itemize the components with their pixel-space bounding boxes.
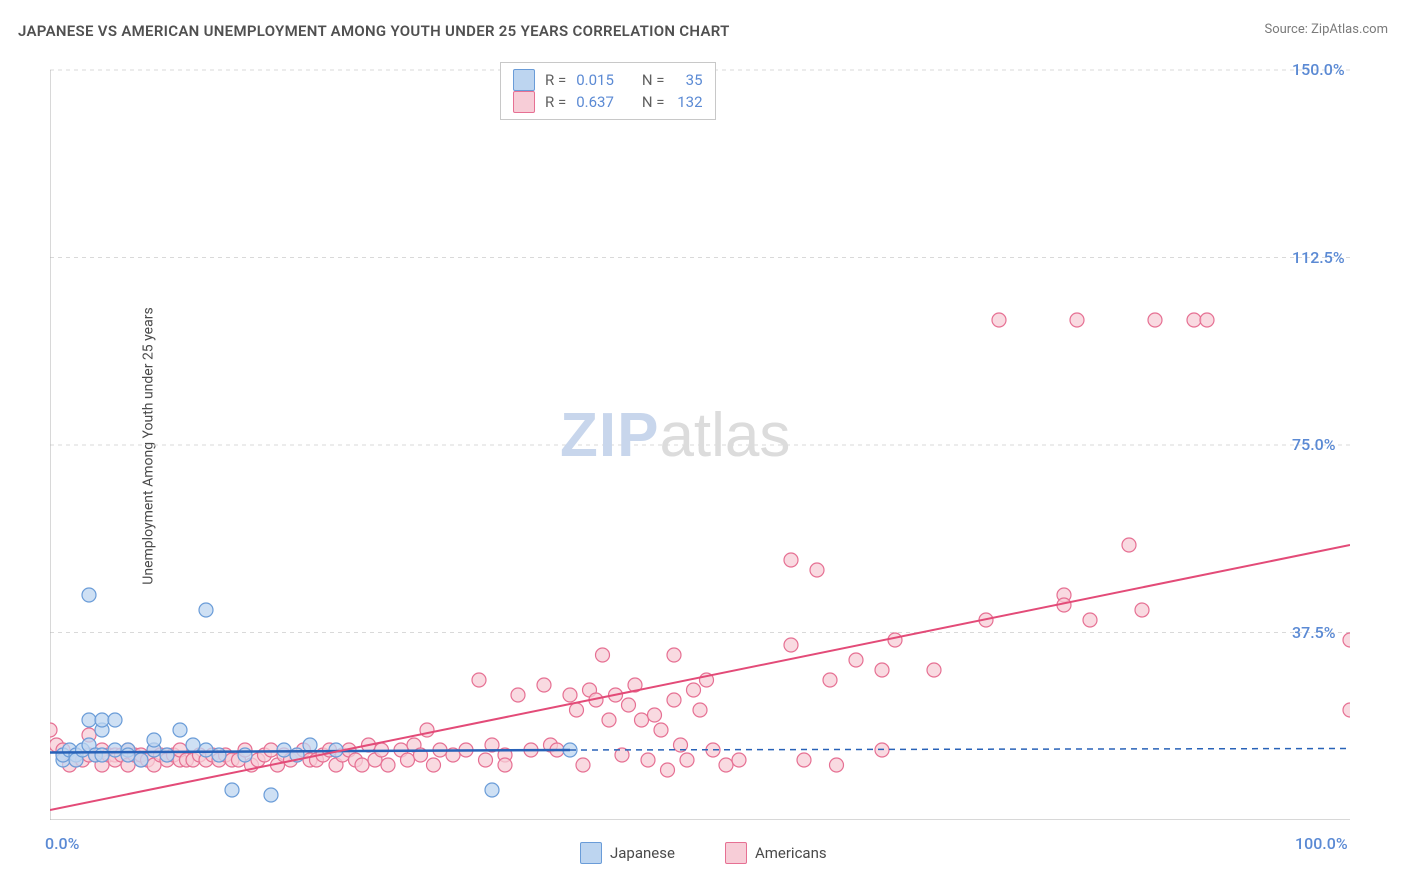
legend-label-japanese: Japanese <box>610 844 675 862</box>
y-tick-label: 37.5% <box>1292 623 1336 642</box>
y-tick-label: 150.0% <box>1292 60 1345 79</box>
r-label: R = <box>545 70 566 91</box>
swatch-japanese <box>513 69 535 91</box>
swatch-americans <box>725 842 747 864</box>
legend-stats-box: R = 0.015 N = 35 R = 0.637 N = 132 <box>500 62 716 120</box>
chart-plot-area <box>50 60 1350 820</box>
swatch-japanese <box>580 842 602 864</box>
legend-label-americans: Americans <box>755 844 827 862</box>
r-value-japanese: 0.015 <box>576 70 614 91</box>
r-label: R = <box>545 92 566 113</box>
x-tick-label: 0.0% <box>45 834 79 853</box>
chart-title: JAPANESE VS AMERICAN UNEMPLOYMENT AMONG … <box>18 22 730 40</box>
n-value-americans: 132 <box>675 92 703 113</box>
legend-series-japanese: Japanese <box>580 842 675 864</box>
y-tick-label: 75.0% <box>1292 435 1336 454</box>
swatch-americans <box>513 91 535 113</box>
x-tick-label: 100.0% <box>1295 834 1348 853</box>
n-label: N = <box>642 70 665 91</box>
legend-series-americans: Americans <box>725 842 827 864</box>
n-label: N = <box>642 92 665 113</box>
chart-container: JAPANESE VS AMERICAN UNEMPLOYMENT AMONG … <box>0 0 1406 892</box>
source-attribution: Source: ZipAtlas.com <box>1264 22 1388 37</box>
y-tick-label: 112.5% <box>1292 248 1345 267</box>
legend-stats-row-americans: R = 0.637 N = 132 <box>513 91 703 113</box>
r-value-americans: 0.637 <box>576 92 614 113</box>
legend-series-box: Japanese Americans <box>580 842 827 864</box>
n-value-japanese: 35 <box>675 70 703 91</box>
legend-stats-row-japanese: R = 0.015 N = 35 <box>513 69 703 91</box>
chart-svg <box>50 60 1350 820</box>
